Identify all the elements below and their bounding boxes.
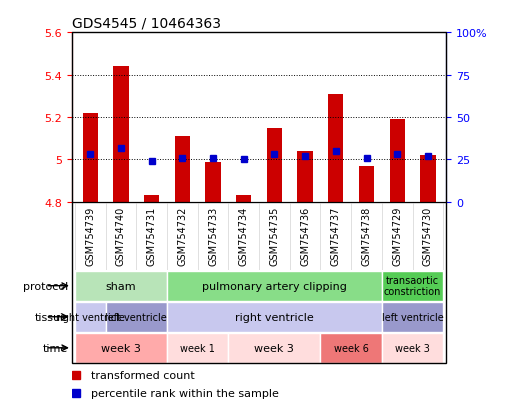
Bar: [328, 95, 344, 202]
Text: GSM754739: GSM754739: [85, 206, 95, 265]
Bar: [420, 156, 436, 202]
Text: GSM754735: GSM754735: [269, 206, 280, 265]
Text: week 3: week 3: [101, 343, 141, 353]
Bar: [106, 302, 167, 332]
Bar: [389, 120, 405, 202]
Text: GDS4545 / 10464363: GDS4545 / 10464363: [72, 17, 221, 31]
Bar: [236, 196, 251, 202]
Text: GSM754733: GSM754733: [208, 206, 218, 265]
Bar: [75, 302, 106, 332]
Bar: [359, 166, 374, 202]
Bar: [205, 162, 221, 202]
Text: left ventricle: left ventricle: [382, 312, 443, 322]
Text: GSM754738: GSM754738: [362, 206, 371, 265]
Bar: [321, 333, 382, 363]
Text: sham: sham: [106, 281, 136, 291]
Text: GSM754729: GSM754729: [392, 206, 402, 265]
Bar: [113, 67, 129, 202]
Text: GSM754731: GSM754731: [147, 206, 156, 265]
Bar: [83, 114, 98, 202]
Bar: [382, 302, 443, 332]
Text: percentile rank within the sample: percentile rank within the sample: [91, 388, 279, 398]
Text: tissue: tissue: [35, 312, 68, 322]
Bar: [167, 271, 382, 301]
Text: time: time: [43, 343, 68, 353]
Text: week 3: week 3: [254, 343, 294, 353]
Bar: [382, 271, 443, 301]
Text: week 3: week 3: [395, 343, 430, 353]
Text: week 6: week 6: [334, 343, 368, 353]
Bar: [167, 333, 228, 363]
Bar: [298, 152, 313, 202]
Bar: [174, 137, 190, 202]
Bar: [267, 128, 282, 202]
Text: GSM754740: GSM754740: [116, 206, 126, 265]
Bar: [75, 333, 167, 363]
Text: pulmonary artery clipping: pulmonary artery clipping: [202, 281, 347, 291]
Text: right ventricle: right ventricle: [235, 312, 314, 322]
Bar: [167, 302, 382, 332]
Text: GSM754734: GSM754734: [239, 206, 249, 265]
Bar: [382, 333, 443, 363]
Text: GSM754730: GSM754730: [423, 206, 433, 265]
Text: transaortic
constriction: transaortic constriction: [384, 275, 441, 297]
Text: left ventricle: left ventricle: [105, 312, 167, 322]
Bar: [75, 271, 167, 301]
Text: right ventricle: right ventricle: [56, 312, 125, 322]
Text: protocol: protocol: [23, 281, 68, 291]
Text: transformed count: transformed count: [91, 370, 194, 380]
Text: GSM754737: GSM754737: [331, 206, 341, 265]
Text: week 1: week 1: [180, 343, 215, 353]
Bar: [144, 196, 160, 202]
Text: GSM754732: GSM754732: [177, 206, 187, 265]
Text: GSM754736: GSM754736: [300, 206, 310, 265]
Bar: [228, 333, 321, 363]
